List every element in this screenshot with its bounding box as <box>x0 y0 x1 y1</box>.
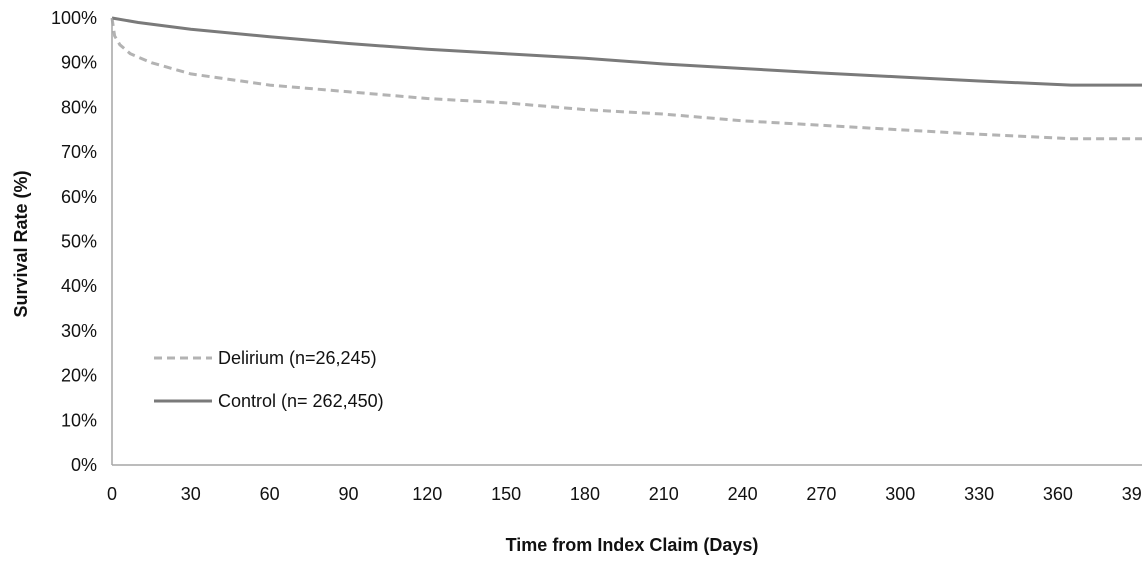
series-layer <box>110 16 1142 141</box>
series-line-delirium <box>110 17 1142 141</box>
y-axis-title: Survival Rate (%) <box>11 170 31 317</box>
x-tick-label: 0 <box>107 484 117 504</box>
y-tick-labels: 0% 10% 20% 30% 40% 50% 60% 70% 80% 90% 100% <box>51 8 97 475</box>
series-line-control <box>111 16 1142 87</box>
x-tick-label: 180 <box>570 484 600 504</box>
y-tick-label: 90% <box>61 53 97 73</box>
y-tick-label: 70% <box>61 142 97 162</box>
x-tick-label: 30 <box>181 484 201 504</box>
y-tick-label: 30% <box>61 321 97 341</box>
x-tick-label: 270 <box>806 484 836 504</box>
y-tick-label: 10% <box>61 410 97 430</box>
y-tick-label: 100% <box>51 8 97 28</box>
x-tick-label: 300 <box>885 484 915 504</box>
x-tick-label: 150 <box>491 484 521 504</box>
x-axis-title: Time from Index Claim (Days) <box>506 535 759 555</box>
x-tick-label: 360 <box>1043 484 1073 504</box>
y-tick-label: 20% <box>61 366 97 386</box>
y-tick-label: 0% <box>71 455 97 475</box>
legend-label-delirium: Delirium (n=26,245) <box>218 348 377 368</box>
y-tick-label: 80% <box>61 97 97 117</box>
x-tick-labels: 0 30 60 90 120 150 180 210 240 270 300 330 360 390 <box>107 484 1142 504</box>
y-tick-label: 60% <box>61 187 97 207</box>
x-tick-label: 240 <box>728 484 758 504</box>
x-tick-label: 90 <box>338 484 358 504</box>
legend: Delirium (n=26,245) Control (n= 262,450) <box>154 348 384 411</box>
x-tick-label: 390 <box>1122 484 1142 504</box>
x-tick-label: 120 <box>412 484 442 504</box>
y-tick-label: 40% <box>61 276 97 296</box>
x-tick-label: 330 <box>964 484 994 504</box>
x-tick-label: 210 <box>649 484 679 504</box>
legend-label-control: Control (n= 262,450) <box>218 391 384 411</box>
x-tick-label: 60 <box>260 484 280 504</box>
y-tick-label: 50% <box>61 232 97 252</box>
